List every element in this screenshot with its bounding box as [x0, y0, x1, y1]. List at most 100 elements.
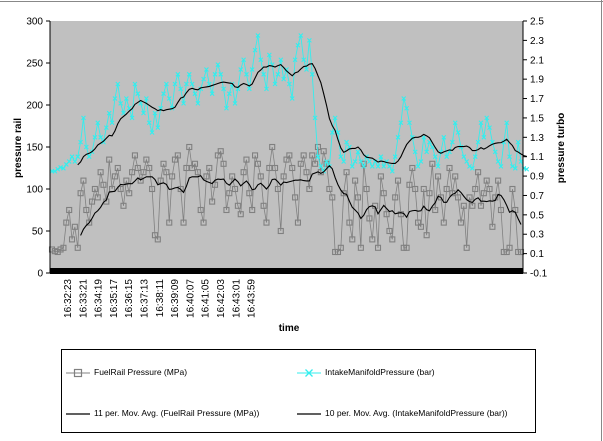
intake-point	[378, 154, 384, 160]
intake-point	[304, 67, 309, 72]
fuelrail-point	[231, 185, 239, 193]
intake-point	[141, 110, 146, 116]
intake-point	[252, 47, 258, 53]
legend-label-intake-avg: 10 per. Mov. Avg. (IntakeManifoldPressur…	[325, 408, 508, 418]
fuelrail-point	[223, 206, 230, 214]
intake-point	[372, 159, 378, 164]
intake-point	[461, 154, 467, 160]
y-left-tick-label: 100	[26, 185, 43, 196]
fuelrail-point	[274, 185, 281, 193]
fuelrail-point	[97, 169, 104, 176]
y-left-axis-label: pressure rail	[13, 118, 24, 178]
fuelrail-point	[120, 202, 127, 209]
y-right-tick-label: 0.7	[530, 191, 544, 202]
fuelrail-point	[329, 194, 336, 201]
legend-label-intake: IntakeManifoldPressure (bar)	[325, 367, 435, 377]
fuelrail-point	[432, 206, 439, 214]
intake-point	[338, 154, 344, 160]
intake-point	[112, 96, 118, 101]
y-right-tick-label: 0.3	[530, 230, 544, 241]
fuelrail-point	[211, 181, 219, 188]
fuelrail-point	[463, 244, 470, 251]
x-axis-band	[50, 268, 523, 274]
intake-point	[255, 33, 261, 38]
intake-point	[152, 110, 158, 116]
fuelrail-point	[423, 232, 430, 239]
intake-point	[106, 110, 112, 116]
intake-point	[172, 81, 178, 87]
series-line-fuelrail	[51, 146, 521, 253]
y-left-tick-label: 150	[26, 143, 43, 154]
fuelrail-point	[154, 236, 161, 243]
y-right-tick-label: 1.5	[530, 113, 544, 124]
series-layer	[48, 33, 530, 256]
legend-item-fuelrail-avg: 11 per. Mov. Avg. (FuelRail Pressure (MP…	[66, 408, 259, 419]
intake-point	[95, 120, 101, 126]
y-left-tick-label: 300	[26, 17, 43, 28]
fuelrail-point	[134, 164, 141, 172]
fuelrail-point	[251, 152, 259, 159]
fuelrail-point	[131, 152, 138, 159]
fuelrail-point	[94, 194, 101, 201]
intake-point	[98, 134, 104, 140]
fuelrail-point	[420, 185, 427, 193]
x-tick-label: 16:39:09	[170, 279, 181, 318]
intake-point	[266, 52, 272, 58]
intake-point	[61, 165, 66, 171]
fuelrail-point	[209, 198, 216, 205]
intake-point	[224, 105, 229, 111]
fuelrail-point	[297, 160, 304, 167]
intake-point	[261, 71, 267, 77]
fuelrail-point	[143, 156, 150, 163]
fuelrail-point	[455, 194, 462, 201]
fuelrail-point	[452, 173, 459, 180]
intake-point	[298, 33, 304, 38]
intake-point	[215, 62, 221, 68]
intake-point	[510, 163, 515, 169]
fuelrail-point	[429, 160, 436, 167]
intake-point	[175, 71, 181, 77]
fuelrail-point	[409, 164, 416, 172]
fuelrail-point	[137, 177, 144, 184]
fuelrail-point	[146, 164, 153, 172]
intake-point	[218, 71, 224, 77]
x-tick-label: 16:37:13	[140, 279, 151, 318]
fuelrail-point	[260, 202, 267, 209]
intake-point	[344, 139, 349, 145]
intake-point	[515, 139, 521, 145]
y-right-tick-label: 0.1	[530, 249, 544, 260]
intake-point	[424, 149, 430, 155]
fuelrail-point	[460, 202, 467, 209]
fuelrail-point	[183, 164, 190, 172]
intake-point	[123, 96, 129, 101]
intake-point	[286, 81, 292, 87]
intake-point	[401, 96, 407, 101]
fuelrail-point	[497, 206, 505, 214]
fuelrail-point	[357, 244, 364, 251]
intake-point	[324, 159, 329, 164]
intake-point	[392, 154, 398, 160]
intake-point	[244, 71, 249, 77]
intake-point	[309, 71, 315, 77]
fuelrail-point	[186, 143, 193, 151]
intake-point	[395, 134, 401, 140]
fuelrail-point	[406, 181, 413, 188]
intake-point	[281, 76, 287, 82]
fuelrail-point	[77, 190, 84, 197]
intake-point	[524, 166, 530, 172]
intake-point	[189, 81, 195, 87]
plot-background	[50, 21, 523, 273]
fuelrail-point	[174, 152, 181, 159]
x-axis-label: time	[279, 323, 300, 334]
fuelrail-point	[475, 169, 482, 176]
fuelrail-point	[60, 244, 67, 251]
fuelrail-point	[412, 185, 419, 193]
intake-point	[258, 57, 264, 63]
intake-point	[146, 120, 152, 126]
intake-point	[295, 42, 301, 48]
intake-point	[421, 134, 427, 140]
intake-point	[452, 120, 458, 126]
intake-point	[329, 130, 335, 135]
intake-point	[484, 115, 490, 121]
intake-point	[367, 159, 372, 164]
